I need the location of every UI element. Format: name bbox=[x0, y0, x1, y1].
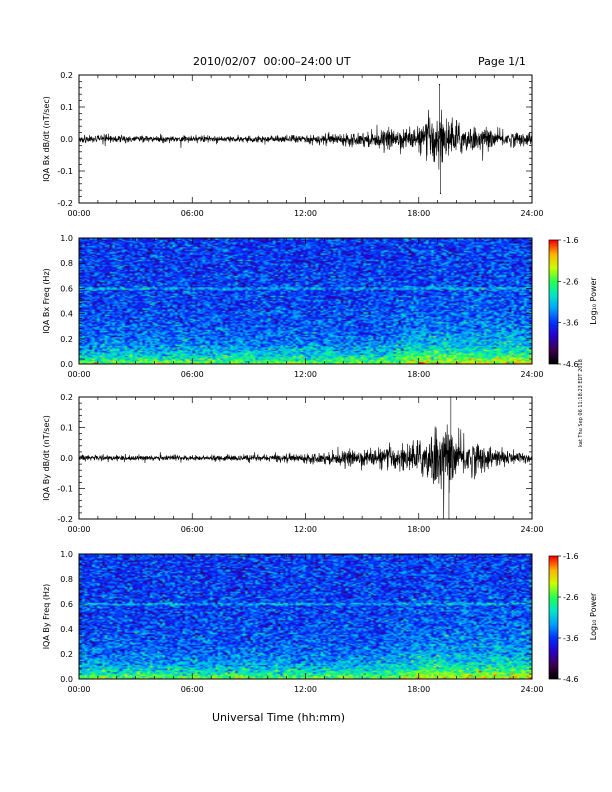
x-tick-label: 12:00 bbox=[294, 685, 317, 694]
x-tick-label: 24:00 bbox=[520, 685, 543, 694]
y-tick-label: 0.6 bbox=[60, 284, 73, 293]
x-tick-label: 00:00 bbox=[67, 370, 90, 379]
colorbar-tick-label: -4.6 bbox=[563, 675, 579, 684]
y-tick-label: -0.2 bbox=[57, 199, 73, 208]
colorbar-label: Log₁₀ Power bbox=[589, 277, 598, 325]
y-tick-label: -0.2 bbox=[57, 515, 73, 524]
colorbar-frame bbox=[548, 239, 559, 365]
x-tick-label: 06:00 bbox=[181, 209, 204, 218]
x-tick-label: 00:00 bbox=[67, 209, 90, 218]
y-tick-label: -0.1 bbox=[57, 485, 73, 494]
y-axis-label: IQA By dB/dt (nT/sec) bbox=[42, 415, 51, 501]
x-tick-label: 12:00 bbox=[294, 370, 317, 379]
colorbar-tick-label: -2.6 bbox=[563, 593, 579, 602]
series-trace bbox=[78, 397, 533, 520]
y-tick-label: 0.4 bbox=[60, 625, 73, 634]
timestamp-stamp: kat Thu Sep 06 11:18:23 EDT 2018 bbox=[578, 359, 584, 447]
y-tick-label: 0.2 bbox=[60, 71, 73, 80]
page-indicator: Page 1/1 bbox=[478, 55, 526, 68]
colorbar bbox=[549, 240, 558, 364]
colorbar-tick-label: -1.6 bbox=[563, 552, 579, 561]
x-tick-label: 18:00 bbox=[407, 685, 430, 694]
x-tick-label: 06:00 bbox=[181, 685, 204, 694]
colorbar-tick-label: -2.6 bbox=[563, 277, 579, 286]
x-tick-label: 18:00 bbox=[407, 525, 430, 534]
colorbar-label: Log₁₀ Power bbox=[589, 592, 598, 640]
spectrogram-heatmap bbox=[79, 554, 532, 679]
panel-3: 00:00 06:00 12:00 18:00 24:00 -0.2 -0.1 0.0 0.1 0… bbox=[42, 393, 544, 534]
panel-1: 00:00 06:00 12:00 18:00 24:00 -0.2 -0.1 0.0 0.1 0… bbox=[42, 71, 544, 218]
data-point-extreme bbox=[439, 192, 442, 194]
colorbar bbox=[549, 556, 558, 679]
x-tick-label: 12:00 bbox=[294, 209, 317, 218]
y-tick-label: 0.0 bbox=[60, 454, 73, 463]
x-tick-label: 00:00 bbox=[67, 685, 90, 694]
y-tick-label: 1.0 bbox=[60, 234, 73, 243]
y-tick-label: 0.6 bbox=[60, 600, 73, 609]
y-tick-label: 0.4 bbox=[60, 310, 73, 319]
x-tick-label: 12:00 bbox=[294, 525, 317, 534]
y-tick-label: 0.8 bbox=[60, 575, 73, 584]
panel-2: 00:00 06:00 12:00 18:00 24:00 0.0 0.2 0.4 0.6 0.8… bbox=[42, 234, 598, 379]
data-point-extreme bbox=[450, 396, 452, 398]
y-tick-label: 0.2 bbox=[60, 650, 73, 659]
x-tick-label: 18:00 bbox=[407, 370, 430, 379]
x-tick-label: 00:00 bbox=[67, 525, 90, 534]
x-tick-label: 24:00 bbox=[520, 370, 543, 379]
data-point-extreme bbox=[438, 84, 441, 86]
y-tick-label: 0.1 bbox=[60, 103, 73, 112]
x-tick-label: 06:00 bbox=[181, 525, 204, 534]
y-tick-label: 0.1 bbox=[60, 424, 73, 433]
y-tick-label: 0.0 bbox=[60, 135, 73, 144]
colorbar-tick-label: -1.6 bbox=[563, 236, 579, 245]
spectrogram-heatmap bbox=[79, 238, 532, 364]
y-tick-label: 0.0 bbox=[60, 675, 73, 684]
x-tick-label: 06:00 bbox=[181, 370, 204, 379]
colorbar-tick-label: -3.6 bbox=[563, 634, 579, 643]
y-tick-label: 0.2 bbox=[60, 335, 73, 344]
y-tick-label: -0.1 bbox=[57, 167, 73, 176]
y-tick-label: 0.0 bbox=[60, 360, 73, 369]
series-trace bbox=[78, 84, 533, 194]
y-tick-label: 0.8 bbox=[60, 259, 73, 268]
y-axis-label: IQA Bx dB/dt (nT/sec) bbox=[42, 96, 51, 182]
x-tick-label: 24:00 bbox=[520, 209, 543, 218]
x-axis-title: Universal Time (hh:mm) bbox=[212, 711, 345, 724]
colorbar-tick-label: -4.6 bbox=[563, 360, 579, 369]
x-tick-label: 24:00 bbox=[520, 525, 543, 534]
data-point-extreme bbox=[448, 518, 450, 520]
y-tick-label: 0.2 bbox=[60, 393, 73, 402]
panel-4: 00:00 06:00 12:00 18:00 24:00 0.0 0.2 0.4 0.6 0.8… bbox=[42, 550, 598, 694]
y-axis-label: IQA By Freq (Hz) bbox=[42, 584, 51, 650]
y-axis-label: IQA Bx Freq (Hz) bbox=[42, 268, 51, 334]
y-tick-label: 1.0 bbox=[60, 550, 73, 559]
x-tick-label: 18:00 bbox=[407, 209, 430, 218]
colorbar-tick-label: -3.6 bbox=[563, 319, 579, 328]
colorbar-frame bbox=[548, 555, 559, 680]
date-range-title: 2010/02/07 00:00–24:00 UT bbox=[193, 55, 351, 68]
